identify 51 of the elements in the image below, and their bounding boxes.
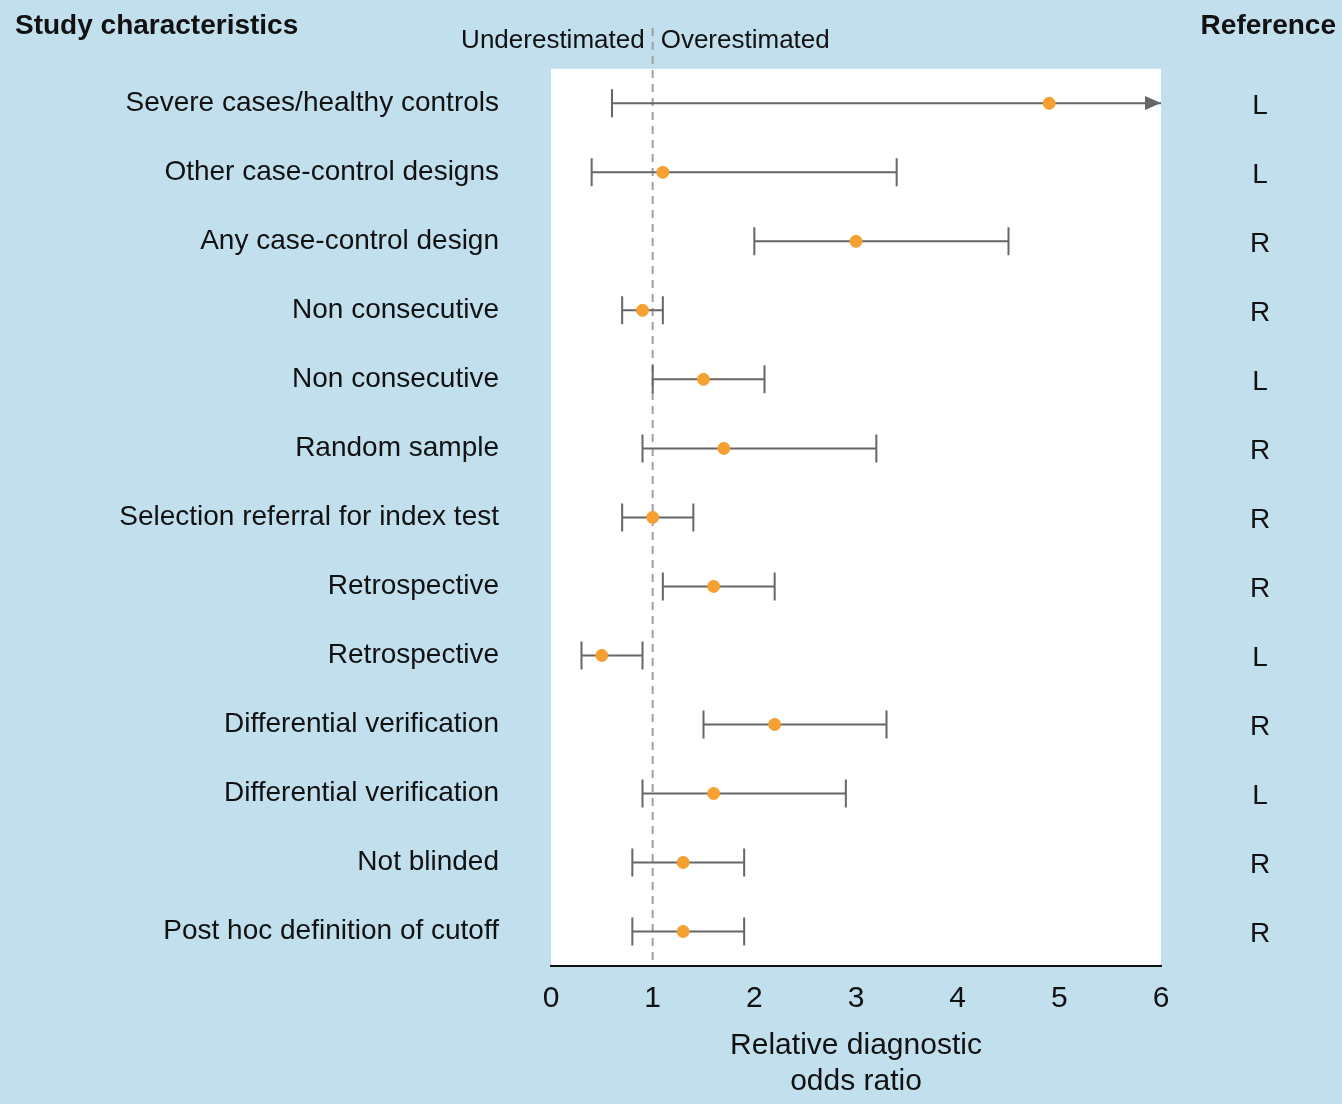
y-tick-label: Severe cases/healthy controls <box>125 86 499 118</box>
y-tick-label: Differential verification <box>224 707 499 739</box>
point <box>676 924 690 938</box>
y2-tick-label: R <box>1249 503 1271 535</box>
y-tick-label: Retrospective <box>327 638 499 670</box>
x-tick-label: 3 <box>847 980 865 1014</box>
y-tick-label: Differential verification <box>224 776 499 808</box>
y2-tick-label: R <box>1249 572 1271 604</box>
y2-tick-label: R <box>1249 710 1271 742</box>
point <box>707 579 721 593</box>
y-tick-label: Retrospective <box>327 569 499 601</box>
y2-tick-label: R <box>1249 917 1271 949</box>
x-tick-label: 5 <box>1050 980 1068 1014</box>
y2-tick-label: L <box>1252 779 1268 811</box>
point <box>768 717 782 731</box>
point <box>717 441 731 455</box>
y2-tick-label: L <box>1252 158 1268 190</box>
text: Overestimated <box>660 24 830 55</box>
point <box>1042 96 1056 110</box>
y-tick-label: Other case-control designs <box>164 155 499 187</box>
y-tick-label: Not blinded <box>357 845 499 877</box>
x-tick-label: 2 <box>745 980 763 1014</box>
x-tick-label: 1 <box>644 980 662 1014</box>
point <box>707 786 721 800</box>
y2-tick-label: R <box>1249 434 1271 466</box>
point <box>676 855 690 869</box>
y-axis-title: Study characteristics <box>15 8 299 40</box>
point <box>636 303 649 317</box>
y2-tick-label: R <box>1249 848 1271 880</box>
y2-tick-label: R <box>1249 227 1271 259</box>
x-tick-label: 6 <box>1152 980 1170 1014</box>
text: Underestimated <box>461 24 645 55</box>
point <box>646 510 660 524</box>
x-tick-label: 0 <box>542 980 560 1014</box>
point <box>595 648 609 662</box>
y-tick-label: Non consecutive <box>291 362 499 394</box>
point <box>849 234 863 248</box>
point <box>656 165 670 179</box>
y-tick-label: Non consecutive <box>291 293 499 325</box>
y2-tick-label: L <box>1252 365 1268 397</box>
y2-tick-label: R <box>1249 296 1271 328</box>
y-tick-label: Random sample <box>295 431 499 463</box>
y-tick-label: Any case-control design <box>200 224 499 256</box>
y-tick-label: Post hoc definition of cutoff <box>163 914 500 946</box>
point <box>697 372 710 386</box>
y2-tick-label: L <box>1252 641 1268 673</box>
y-tick-label: Selection referral for index test <box>119 500 500 532</box>
y2-axis-title: Reference <box>1200 8 1336 40</box>
y2-tick-label: L <box>1252 89 1268 121</box>
x-axis-title: Relative diagnostic odds ratio <box>730 1027 982 1097</box>
x-tick-label: 4 <box>949 980 967 1014</box>
